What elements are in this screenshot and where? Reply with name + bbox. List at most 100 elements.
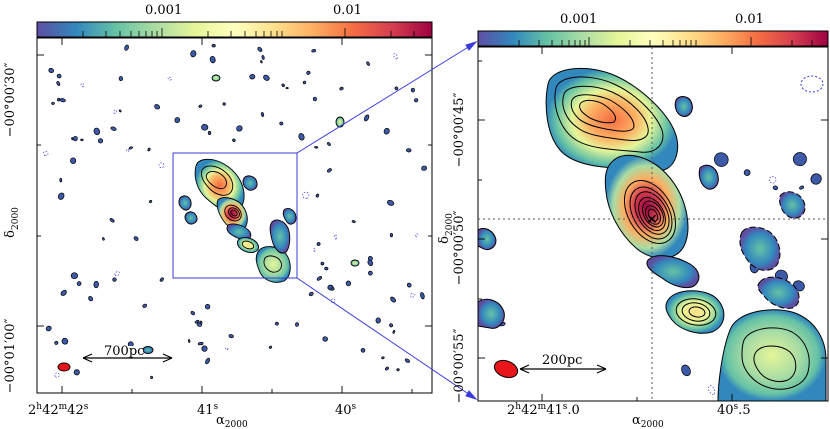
right-colorbar: 0.001 0.01 [477,12,829,47]
noise-blob [48,67,54,74]
left-beam-ellipse [57,362,71,372]
noise-blob [59,98,66,103]
noise-blob [360,347,366,353]
left-ytick-label-0: −00°00′30″ [3,62,18,137]
noise-blob [56,73,62,79]
right-colorbar-tick-001: 0.01 [735,12,764,27]
noise-blob [133,236,139,241]
noise-blob [392,329,396,334]
noise-blob [322,336,328,342]
noise-blob [311,49,317,53]
right-ytick-label-2: −00°00′55″ [452,328,467,403]
noise-blob [389,232,393,238]
right-panel: 0.001 0.01 [437,12,829,429]
noise-blob [142,303,148,308]
right-axis-ticks [478,47,828,401]
right-ylabel: δ 2000 [437,213,455,244]
noise-blob [257,46,263,52]
right-beam-ellipse [493,359,519,379]
right-colorbar-tick-0001: 0.001 [560,12,597,27]
noise-blob [128,146,133,150]
left-jet-emission [178,158,297,283]
right-dotted-crosshair [478,47,828,401]
noise-blob [396,368,400,372]
noise-blob [386,199,395,206]
noise-blob [313,248,316,252]
noise-blob [56,81,61,86]
noise-blob [772,185,779,191]
noise-blob [792,152,807,167]
right-image-map: ✕ 200pc [478,47,828,401]
noise-blob [285,87,289,90]
noise-blob [381,356,385,360]
noise-blob [383,127,390,135]
noise-blob [205,357,211,365]
noise-blob [295,322,299,327]
noise-blob [368,270,373,276]
noise-blob [236,125,243,132]
noise-blob [54,340,59,345]
noise-blob [188,339,191,343]
noise-blob [327,168,332,173]
right-scalebar-label: 200pc [542,353,582,368]
noise-blob [768,176,777,184]
left-noise-blobs [43,44,428,379]
noise-blob [363,114,370,122]
noise-blob [225,347,229,350]
noise-blob [194,319,200,324]
left-colorbar-tick-001: 0.01 [333,3,362,18]
left-axis-ticks [37,38,432,393]
noise-blob [320,261,325,266]
left-image-map: 700pc [43,44,428,379]
right-xtick-label-1: 40s.5 [717,402,751,418]
noise-blob [393,53,398,60]
noise-blob [126,148,130,152]
noise-blob [405,148,412,153]
noise-blob [190,50,197,58]
noise-blob [420,292,425,300]
noise-blob [345,280,352,287]
svg-text:δ: δ [3,230,18,238]
noise-blob [366,61,370,66]
noise-blob [57,192,65,200]
noise-blob [367,259,374,267]
zoom-connectors [296,41,478,400]
noise-blob [302,191,310,199]
noise-blob [207,131,212,135]
noise-blob [681,364,691,377]
noise-blob [97,138,104,144]
left-colorbar-tick-0001: 0.001 [145,3,182,18]
core-marker-icon: ✕ [646,212,658,228]
noise-blob [102,237,105,241]
noise-blob [61,337,69,345]
noise-blob [302,80,307,85]
noise-blob [385,366,389,371]
noise-blob [199,320,203,324]
noise-blob [190,310,196,316]
left-xlabel: α2000 [216,413,248,429]
noise-blob [326,142,331,146]
noise-blob [228,334,234,339]
noise-blob [222,102,226,106]
noise-blob [333,234,338,240]
noise-blob [308,291,314,297]
noise-blob [158,162,165,169]
noise-blob [330,298,336,304]
left-scalebar: 700pc [82,344,173,363]
noise-blob [389,323,393,328]
noise-blob [70,157,77,164]
svg-text:δ: δ [437,236,452,244]
right-jet-emission [478,67,827,401]
noise-blob [410,293,415,298]
noise-blob [260,112,265,117]
noise-blob [198,104,203,108]
noise-blob [93,280,99,289]
noise-blob [201,345,208,352]
noise-blob [112,277,117,282]
noise-blob [263,74,270,81]
noise-blob [315,193,320,198]
noise-blob [60,289,67,296]
noise-blob [154,104,160,110]
noise-blob [51,101,55,105]
noise-blob [743,169,751,176]
